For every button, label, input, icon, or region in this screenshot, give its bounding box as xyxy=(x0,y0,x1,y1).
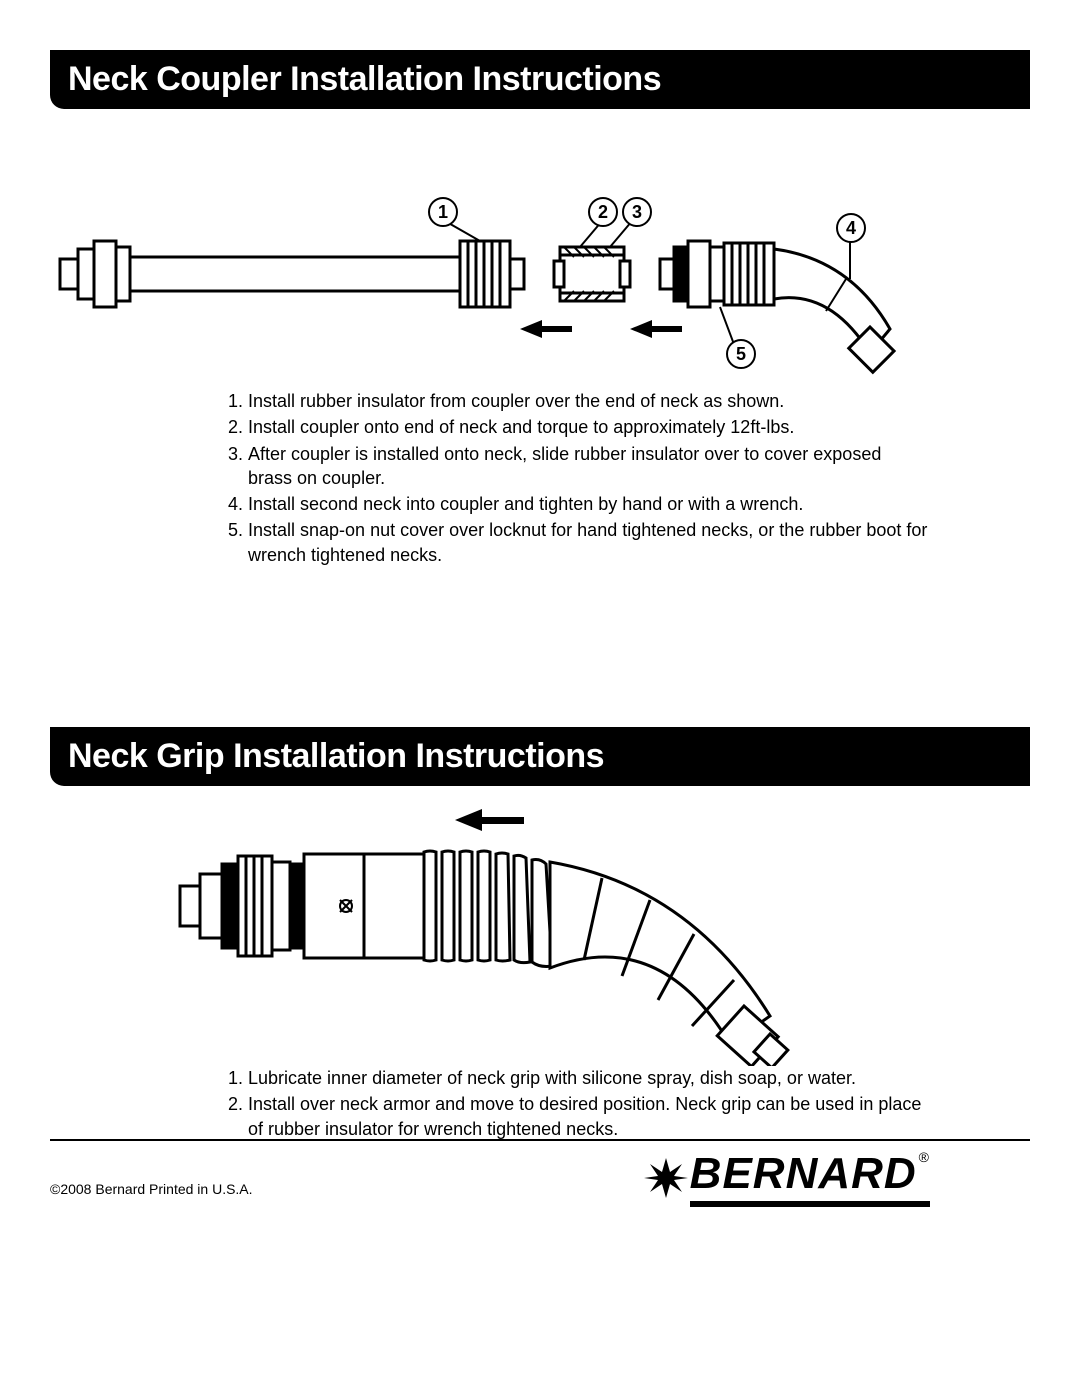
step-1-1: Install rubber insulator from coupler ov… xyxy=(248,389,930,413)
step-1-2: Install coupler onto end of neck and tor… xyxy=(248,415,930,439)
callout-4-label: 4 xyxy=(846,218,856,238)
burst-icon xyxy=(642,1154,690,1202)
diagram-coupler: 1 2 3 4 5 xyxy=(50,129,1030,389)
step-1-5: Install snap-on nut cover over locknut f… xyxy=(248,518,930,567)
callout-4: 4 xyxy=(836,213,866,243)
coupler-svg xyxy=(50,129,1030,389)
grip-svg xyxy=(50,796,1030,1066)
brand-logo: BERNARD® xyxy=(642,1149,930,1207)
callout-5: 5 xyxy=(726,339,756,369)
callout-1-label: 1 xyxy=(438,202,448,222)
step-2-2: Install over neck armor and move to desi… xyxy=(248,1092,930,1141)
section-neck-coupler: Neck Coupler Installation Instructions xyxy=(50,50,1030,567)
title-bar-1: Neck Coupler Installation Instructions xyxy=(50,54,1030,109)
callout-1: 1 xyxy=(428,197,458,227)
title-text-1: Neck Coupler Installation Instructions xyxy=(68,60,661,98)
callout-2-label: 2 xyxy=(598,202,608,222)
section-neck-grip: Neck Grip Installation Instructions xyxy=(50,727,1030,1141)
spacer xyxy=(50,627,1030,727)
logo-text: BERNARD xyxy=(690,1149,917,1198)
diagram-grip xyxy=(50,796,1030,1066)
steps-list-2: Lubricate inner diameter of neck grip wi… xyxy=(220,1066,930,1141)
step-1-4: Install second neck into coupler and tig… xyxy=(248,492,930,516)
step-1-3: After coupler is installed onto neck, sl… xyxy=(248,442,930,491)
callout-3: 3 xyxy=(622,197,652,227)
step-2-1: Lubricate inner diameter of neck grip wi… xyxy=(248,1066,930,1090)
callout-5-label: 5 xyxy=(736,344,746,364)
steps-list-1: Install rubber insulator from coupler ov… xyxy=(220,389,930,567)
copyright-text: ©2008 Bernard Printed in U.S.A. xyxy=(50,1181,253,1197)
page: Neck Coupler Installation Instructions xyxy=(0,0,1080,1141)
logo-registered: ® xyxy=(919,1149,930,1165)
callout-2: 2 xyxy=(588,197,618,227)
rule-bottom xyxy=(50,1139,1030,1141)
title-text-2: Neck Grip Installation Instructions xyxy=(68,737,604,775)
callout-3-label: 3 xyxy=(632,202,642,222)
title-bar-2: Neck Grip Installation Instructions xyxy=(50,731,1030,786)
logo-underline xyxy=(690,1201,930,1207)
